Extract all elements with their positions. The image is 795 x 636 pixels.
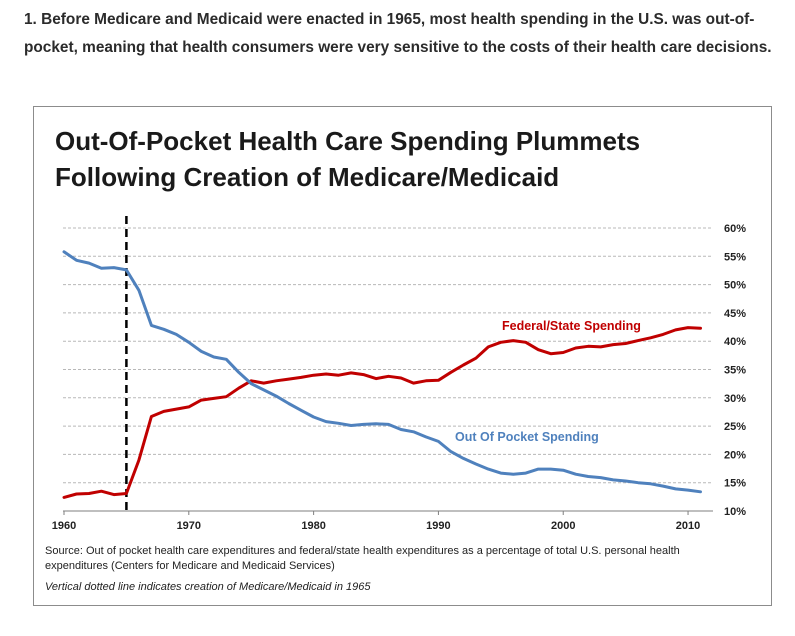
chart-source: Source: Out of pocket health care expend…: [45, 545, 680, 572]
out-of-pocket-series-label: Out Of Pocket Spending: [455, 430, 599, 444]
chart-title-line2: Following Creation of Medicare/Medicaid: [55, 162, 560, 192]
chart-note: Vertical dotted line indicates creation …: [45, 581, 371, 593]
x-tick-label: 2010: [676, 520, 700, 532]
out-of-pocket-series-line: [62, 250, 702, 494]
chart-title-line1: Out-Of-Pocket Health Care Spending Plumm…: [55, 126, 641, 156]
x-tick-label: 2000: [551, 520, 575, 532]
line-chart: 60% 55% 50% 45% 40% 35% 30% 25% 20% 15% 10% 1960 197…: [52, 216, 746, 532]
intro-text: Before Medicare and Medicaid were enacte…: [24, 11, 772, 56]
y-tick-label: 15%: [724, 478, 746, 490]
intro-number: 1.: [24, 11, 37, 28]
x-tick-label: 1980: [301, 520, 325, 532]
federal-state-series-line: [62, 326, 702, 499]
y-tick-label: 60%: [724, 223, 746, 235]
intro-paragraph: 1. Before Medicare and Medicaid were ena…: [24, 6, 779, 62]
x-tick-label: 1990: [426, 520, 450, 532]
chart-frame: Out-Of-Pocket Health Care Spending Plumm…: [33, 106, 772, 606]
y-tick-label: 30%: [724, 393, 746, 405]
y-tick-label: 35%: [724, 365, 746, 377]
y-tick-label: 55%: [724, 251, 746, 263]
y-tick-label: 40%: [724, 336, 746, 348]
federal-state-series-label: Federal/State Spending: [502, 319, 641, 333]
chart-title: Out-Of-Pocket Health Care Spending Plumm…: [55, 123, 755, 195]
y-tick-label: 25%: [724, 421, 746, 433]
x-tick-label: 1970: [177, 520, 201, 532]
y-tick-label: 45%: [724, 308, 746, 320]
y-tick-label: 10%: [724, 506, 746, 518]
x-tick-label: 1960: [52, 520, 76, 532]
y-tick-label: 20%: [724, 449, 746, 461]
y-tick-label: 50%: [724, 280, 746, 292]
